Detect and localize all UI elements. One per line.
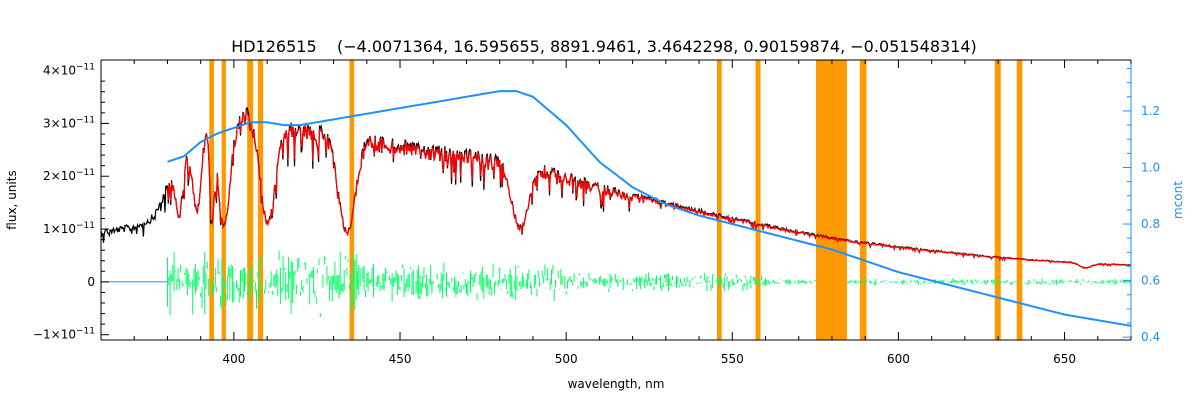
x-tick-label: 650	[1053, 352, 1076, 366]
y-left-tick-label: 2×10−11	[43, 168, 95, 183]
x-tick-label: 500	[555, 352, 578, 366]
x-tick-label: 400	[222, 352, 245, 366]
y-axis-left-ticks: −1×10−11 0 1×10−11 2×10−11 3×10−11 4×10−11	[33, 63, 109, 342]
y-left-tick-label: 0	[87, 275, 95, 289]
y-right-tick-label: 0.4	[1141, 330, 1160, 344]
y-left-tick-label: −1×10−11	[33, 327, 95, 342]
plot-series	[100, 90, 1132, 327]
y-right-tick-label: 0.8	[1141, 217, 1160, 231]
y-right-tick-label: 1.2	[1141, 104, 1160, 118]
masked-region-9	[994, 60, 1001, 340]
masked-region-0	[209, 60, 214, 340]
masked-region-5	[717, 60, 722, 340]
masked-region-4	[349, 60, 355, 340]
x-tick-label: 450	[389, 352, 412, 366]
masked-regions	[209, 60, 1023, 340]
y-right-tick-label: 0.6	[1141, 274, 1160, 288]
y-right-tick-label: 1.0	[1141, 160, 1160, 174]
series-continuum-line	[167, 90, 1132, 327]
series-residual-line	[167, 250, 1132, 317]
masked-region-2	[247, 60, 254, 340]
chart-title: HD126515 (−4.0071364, 16.595655, 8891.94…	[231, 37, 977, 56]
series-model-line	[166, 109, 1131, 269]
y-left-tick-label: 4×10−11	[43, 63, 95, 78]
masked-region-6	[755, 60, 761, 340]
y-axis-left-label: flux, units	[5, 170, 19, 229]
masked-region-10	[1016, 60, 1023, 340]
y-left-tick-label: 1×10−11	[43, 221, 95, 236]
y-axis-right-label: mcont	[1171, 181, 1185, 219]
x-axis-label: wavelength, nm	[568, 377, 665, 391]
x-tick-label: 600	[887, 352, 910, 366]
masked-region-7	[816, 60, 847, 340]
masked-region-3	[257, 60, 264, 340]
y-axis-right-ticks: 0.4 0.6 0.8 1.0 1.2	[1123, 67, 1160, 344]
y-left-tick-label: 3×10−11	[43, 115, 95, 130]
series-observed-line	[100, 107, 1132, 269]
masked-region-1	[221, 60, 226, 340]
x-tick-label: 550	[721, 352, 744, 366]
x-axis-ticks: 400 450 500 550 600 650	[100, 60, 1132, 366]
masked-region-8	[859, 60, 867, 340]
